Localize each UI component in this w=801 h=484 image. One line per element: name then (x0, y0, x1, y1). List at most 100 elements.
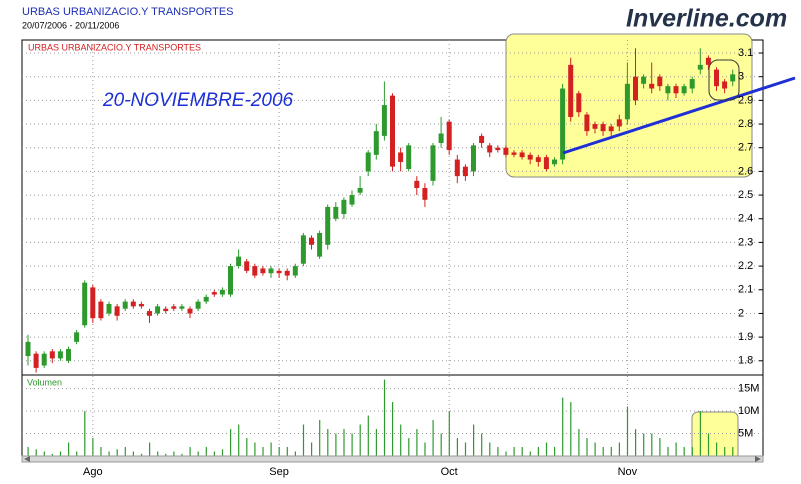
candle-body (219, 289, 225, 295)
candle-body (600, 124, 606, 132)
volume-bar (149, 442, 151, 456)
y-tick-label: 2.2 (738, 260, 753, 272)
volume-bar (562, 397, 564, 456)
candle-body (41, 353, 47, 366)
volume-bar (92, 438, 94, 456)
candle-body (179, 306, 185, 309)
candle-body (66, 348, 71, 361)
volume-bar (100, 447, 102, 456)
candle-body (147, 311, 152, 316)
volume-bar (505, 451, 507, 456)
volume-bar (432, 420, 434, 456)
candle-body (527, 154, 533, 160)
volume-bar (51, 453, 53, 456)
volume-bar (221, 449, 224, 456)
volume-bar (189, 447, 191, 456)
candle-body (641, 76, 647, 84)
volume-bar (173, 451, 175, 456)
header-subtitle: 20/07/2006 - 20/11/2006 (22, 20, 119, 30)
candle-body (33, 353, 39, 368)
volume-bar (367, 415, 369, 456)
candle-body (568, 64, 574, 117)
volume-bar (132, 451, 134, 456)
volume-bar (554, 447, 556, 456)
candle-body (357, 187, 363, 193)
volume-bar (635, 429, 637, 456)
y-tick-label: 2.4 (738, 213, 753, 225)
candle-body (90, 287, 96, 319)
candle-body (130, 301, 136, 307)
candle-body (689, 79, 695, 89)
y-tick-label: 2.1 (738, 284, 753, 296)
candle-body (25, 341, 31, 357)
volume-bar (335, 433, 337, 456)
candle-body (317, 232, 323, 257)
candle-body (390, 95, 395, 167)
candle-body (535, 157, 541, 162)
volume-bar (724, 447, 726, 456)
candle-body (195, 301, 201, 309)
volume-bar (27, 447, 29, 456)
candle-body (722, 81, 728, 89)
volume-bar (473, 424, 475, 456)
volume-bar (456, 438, 458, 456)
volume-bar (416, 429, 418, 456)
volume-bar (157, 451, 159, 456)
candle-body (82, 282, 88, 326)
volume-bar (327, 429, 329, 456)
candle-body (203, 296, 209, 302)
candle-body (341, 199, 347, 215)
candle-body (422, 187, 428, 200)
candle-body (292, 266, 298, 276)
volume-bar (76, 451, 78, 456)
volume-bar (213, 451, 215, 456)
volume-bar (43, 451, 45, 456)
scroll-left (24, 456, 30, 462)
volume-bar (108, 451, 110, 456)
candle-body (276, 270, 282, 274)
candle-body (122, 301, 128, 309)
volume-tick-label: 15M (738, 382, 759, 394)
volume-bar (197, 451, 199, 456)
volume-bar (545, 442, 548, 456)
volume-bar (286, 447, 288, 456)
volume-bar (448, 411, 450, 456)
candle-body (495, 147, 501, 151)
candle-body (697, 64, 703, 70)
candle-body (406, 145, 412, 170)
volume-bar (254, 442, 256, 456)
candle-body (228, 266, 233, 295)
logo: Inverline.com (626, 5, 787, 33)
candle-body (624, 83, 630, 120)
candle-body (414, 180, 420, 188)
candle-body (333, 206, 339, 219)
candle-body (98, 301, 104, 319)
candle-body (730, 74, 736, 82)
volume-bar (311, 442, 313, 456)
candle-body (187, 308, 193, 314)
volume-bar (35, 449, 37, 456)
volume-bar (659, 438, 661, 456)
y-tick-label: 1.8 (738, 355, 753, 367)
highlight-circle (708, 59, 740, 101)
y-tick-label: 2.7 (738, 142, 753, 154)
volume-bar (181, 453, 183, 456)
chart-label: URBAS URBANIZACIO.Y TRANSPORTES (28, 42, 201, 52)
volume-bar (481, 433, 483, 456)
candle-body (633, 76, 638, 101)
volume-bar (375, 429, 377, 456)
x-tick-label: Ago (83, 466, 103, 478)
volume-bar (618, 442, 620, 456)
volume-bar (230, 429, 232, 456)
candle-body (673, 86, 679, 94)
candle-body (584, 114, 590, 132)
candle-body (503, 147, 509, 155)
candle-body (57, 351, 63, 359)
x-tick-label: Sep (269, 466, 289, 478)
volume-bar (351, 433, 353, 456)
candle-body (714, 69, 719, 87)
candle-body (511, 152, 517, 155)
annotation: 20-NOVIEMBRE-2006 (102, 90, 294, 111)
volume-bar (683, 447, 685, 456)
volume-bar (278, 447, 280, 456)
